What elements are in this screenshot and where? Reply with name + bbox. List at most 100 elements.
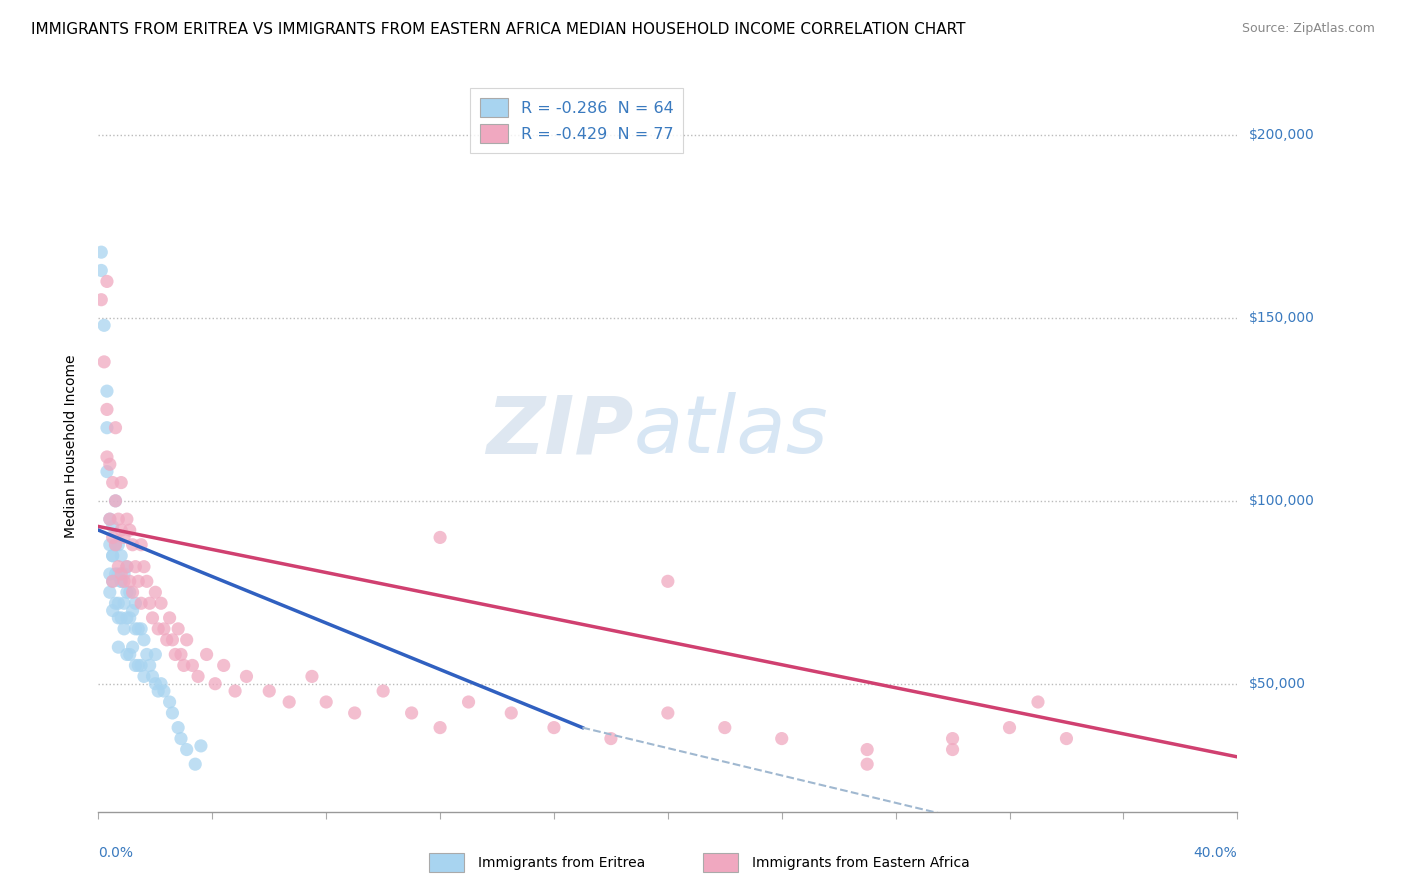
Point xyxy=(124,559,146,574)
Point xyxy=(101,519,124,533)
Point xyxy=(184,757,207,772)
Point xyxy=(96,384,118,398)
Point xyxy=(770,731,793,746)
Point xyxy=(96,274,118,288)
Point xyxy=(127,574,149,589)
Point xyxy=(104,493,127,508)
Point xyxy=(150,676,173,690)
Point xyxy=(167,721,190,735)
Point xyxy=(101,574,124,589)
Point xyxy=(118,611,141,625)
Point xyxy=(457,695,479,709)
Point xyxy=(343,706,366,720)
Point xyxy=(112,622,135,636)
Point xyxy=(1056,731,1078,746)
Point xyxy=(118,574,141,589)
Point xyxy=(90,245,112,260)
Point xyxy=(112,574,135,589)
Point xyxy=(159,611,181,625)
Point xyxy=(132,669,155,683)
Point xyxy=(121,640,143,655)
Legend: R = -0.286  N = 64, R = -0.429  N = 77: R = -0.286 N = 64, R = -0.429 N = 77 xyxy=(470,88,683,153)
Point xyxy=(170,648,193,662)
Point xyxy=(141,669,163,683)
Point xyxy=(373,684,395,698)
Point xyxy=(224,684,246,698)
Point xyxy=(104,596,127,610)
Point xyxy=(104,567,127,582)
Point xyxy=(135,648,157,662)
Point xyxy=(110,611,132,625)
Point xyxy=(138,658,160,673)
Text: ZIP: ZIP xyxy=(486,392,634,470)
Point xyxy=(167,622,190,636)
Text: $150,000: $150,000 xyxy=(1249,311,1315,325)
Point xyxy=(135,574,157,589)
Point xyxy=(112,596,135,610)
Point xyxy=(107,640,129,655)
Text: 40.0%: 40.0% xyxy=(1194,847,1237,861)
Point xyxy=(101,549,124,563)
Point xyxy=(104,538,127,552)
Point xyxy=(148,622,170,636)
Point xyxy=(856,757,879,772)
Point xyxy=(121,603,143,617)
Point xyxy=(856,742,879,756)
Point xyxy=(98,512,121,526)
Point xyxy=(104,493,127,508)
Point xyxy=(176,632,198,647)
Point xyxy=(115,585,138,599)
Point xyxy=(153,622,176,636)
Point xyxy=(101,475,124,490)
Point xyxy=(104,538,127,552)
Point xyxy=(107,559,129,574)
Point xyxy=(187,669,209,683)
Point xyxy=(401,706,423,720)
Point xyxy=(176,742,198,756)
Point xyxy=(600,731,623,746)
Point xyxy=(98,457,121,471)
Point xyxy=(107,596,129,610)
Point xyxy=(96,420,118,434)
Point xyxy=(1026,695,1049,709)
Point xyxy=(148,684,170,698)
Point xyxy=(159,695,181,709)
Point xyxy=(107,611,129,625)
Point xyxy=(145,648,167,662)
Point xyxy=(90,263,112,277)
Point xyxy=(104,420,127,434)
Point xyxy=(181,658,204,673)
Text: $200,000: $200,000 xyxy=(1249,128,1315,142)
Point xyxy=(204,676,226,690)
Point xyxy=(110,475,132,490)
Point xyxy=(129,658,152,673)
Point xyxy=(101,603,124,617)
Point xyxy=(127,658,149,673)
Point xyxy=(107,567,129,582)
Point xyxy=(170,731,193,746)
Point xyxy=(129,596,152,610)
Point xyxy=(93,355,115,369)
Point xyxy=(101,549,124,563)
Text: Source: ZipAtlas.com: Source: ZipAtlas.com xyxy=(1241,22,1375,36)
Point xyxy=(110,574,132,589)
Point xyxy=(942,742,965,756)
Point xyxy=(150,596,173,610)
Point xyxy=(315,695,337,709)
Point xyxy=(118,523,141,537)
Point xyxy=(115,559,138,574)
Point xyxy=(429,530,451,544)
Point xyxy=(212,658,235,673)
Text: IMMIGRANTS FROM ERITREA VS IMMIGRANTS FROM EASTERN AFRICA MEDIAN HOUSEHOLD INCOM: IMMIGRANTS FROM ERITREA VS IMMIGRANTS FR… xyxy=(31,22,966,37)
Text: Immigrants from Eritrea: Immigrants from Eritrea xyxy=(478,855,645,870)
Point xyxy=(93,318,115,333)
Point xyxy=(110,549,132,563)
Point xyxy=(112,567,135,582)
Point xyxy=(115,559,138,574)
Point xyxy=(259,684,281,698)
Point xyxy=(107,538,129,552)
Point xyxy=(121,538,143,552)
Point xyxy=(107,512,129,526)
Point xyxy=(132,632,155,647)
Point xyxy=(173,658,195,673)
